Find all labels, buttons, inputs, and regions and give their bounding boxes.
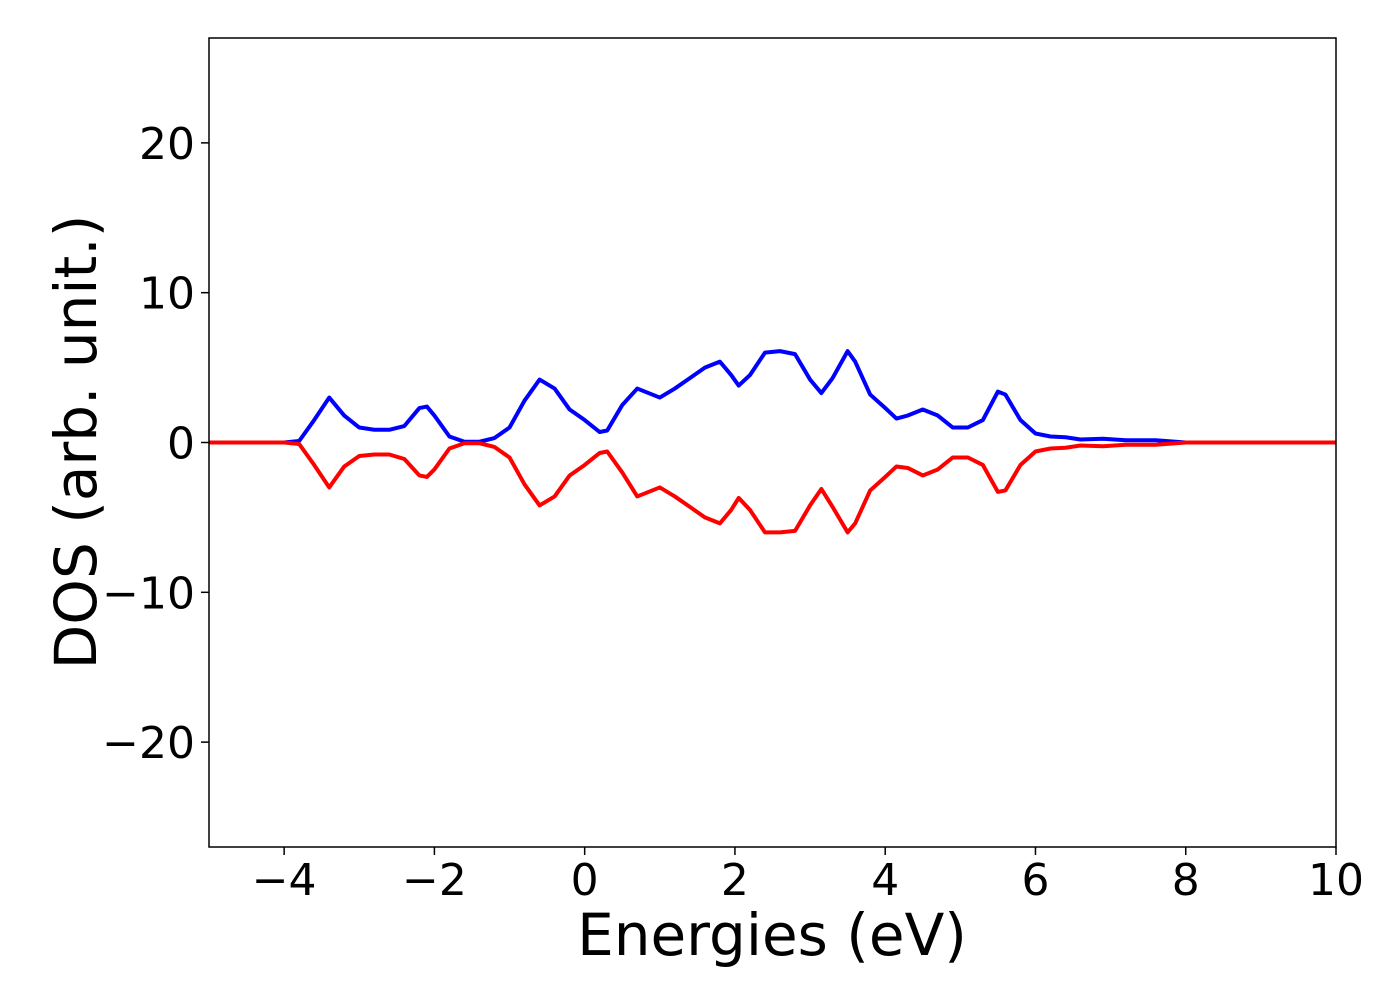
data-line (209, 440, 1336, 535)
y-axis-label: DOS (arb. unit.) (42, 215, 110, 670)
data-line (209, 349, 1336, 445)
x-axis-label: Energies (eV) (577, 901, 967, 969)
y-tick-label: −10 (102, 568, 195, 619)
y-tick-label: 20 (139, 119, 195, 170)
x-tick-label: 0 (571, 855, 599, 906)
x-tick-label: 10 (1308, 855, 1364, 906)
x-tick-label: −4 (252, 855, 317, 906)
y-tick-label: 0 (167, 419, 195, 470)
y-tick-label: −20 (102, 718, 195, 769)
plot-frame (208, 37, 1337, 848)
x-tick-label: 2 (721, 855, 749, 906)
y-tick-label: 10 (139, 269, 195, 320)
x-tick-label: −2 (402, 855, 467, 906)
x-tick-label: 6 (1021, 855, 1049, 906)
x-tick-label: 8 (1172, 855, 1200, 906)
x-tick-label: 4 (871, 855, 899, 906)
